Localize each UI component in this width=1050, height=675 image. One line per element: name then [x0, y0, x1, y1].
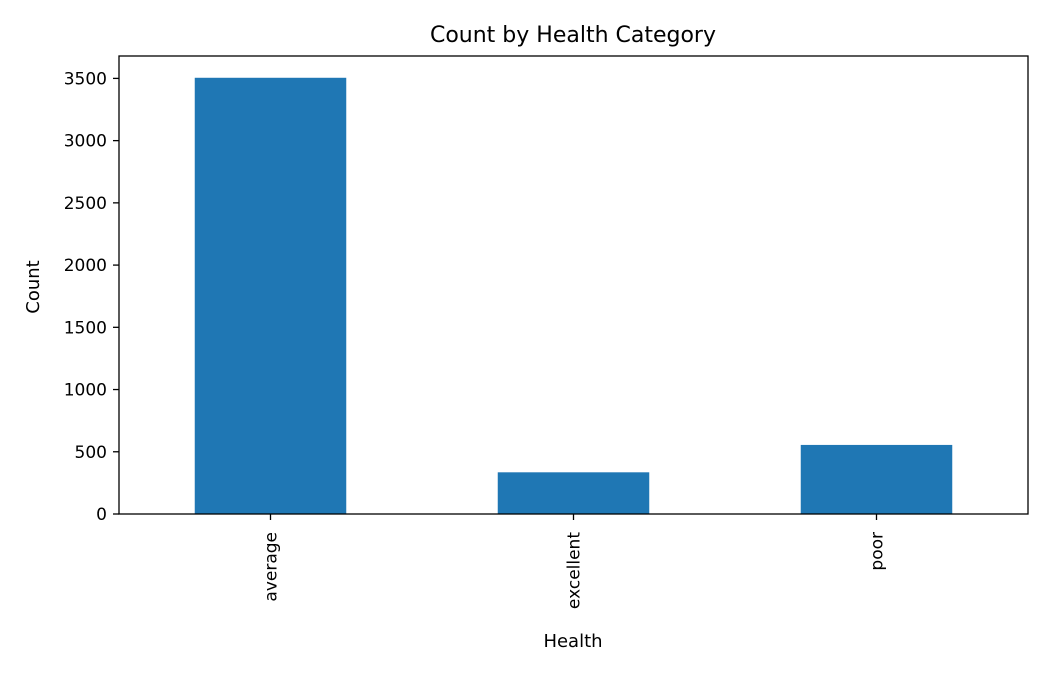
plot-frame — [118, 55, 1029, 515]
y-tick-label-2000: 2000 — [64, 256, 107, 276]
x-tick-label-excellent: excellent — [565, 532, 585, 609]
chart-title: Count by Health Category — [430, 23, 716, 48]
bar-excellent — [497, 472, 650, 514]
bar-poor — [800, 444, 953, 514]
y-tick-label-500: 500 — [75, 443, 107, 463]
y-tick-label-3000: 3000 — [64, 132, 107, 152]
x-tick-label-average: average — [262, 532, 282, 602]
y-tick-label-2500: 2500 — [64, 194, 107, 214]
y-tick-label-1000: 1000 — [64, 381, 107, 401]
y-tick-label-0: 0 — [96, 505, 107, 525]
x-axis: average excellent poor — [262, 514, 888, 609]
x-axis-label: Health — [543, 631, 602, 652]
y-tick-label-1500: 1500 — [64, 318, 107, 338]
bars-group — [194, 77, 953, 514]
x-tick-label-poor: poor — [868, 532, 888, 571]
y-axis: 0 500 1000 1500 2000 2500 3000 3500 — [64, 69, 119, 525]
bar-average — [194, 77, 347, 514]
y-axis-label: Count — [23, 260, 44, 313]
y-tick-label-3500: 3500 — [64, 69, 107, 89]
